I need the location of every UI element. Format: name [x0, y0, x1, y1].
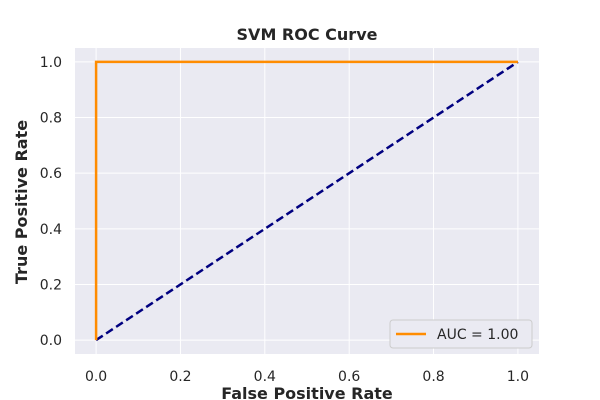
x-tick-label: 0.2 [169, 369, 191, 385]
x-tick-label: 0.6 [338, 369, 360, 385]
y-tick-label: 0.8 [40, 111, 62, 127]
chart-title: SVM ROC Curve [237, 25, 378, 44]
y-tick-label: 0.0 [40, 333, 62, 349]
legend-label: AUC = 1.00 [437, 327, 518, 343]
x-tick-label: 0.0 [85, 369, 107, 385]
y-axis-label: True Positive Rate [12, 120, 31, 284]
x-tick-label: 0.4 [254, 369, 276, 385]
legend-box [389, 319, 533, 349]
series-group [94, 60, 519, 342]
x-tick-label: 1.0 [507, 369, 529, 385]
x-axis-label: False Positive Rate [221, 384, 393, 400]
x-tick-labels: 0.0 0.2 0.4 0.6 0.8 1.0 [85, 369, 529, 385]
x-tick-label: 0.8 [422, 369, 444, 385]
grid-lines [75, 48, 539, 354]
y-tick-labels: 0.0 0.2 0.4 0.6 0.8 1.0 [40, 55, 62, 349]
y-tick-label: 0.4 [40, 222, 62, 238]
roc-curve-line [94, 60, 518, 341]
legend: AUC = 1.00 [389, 319, 533, 349]
chance-diagonal-line [95, 60, 519, 342]
y-tick-label: 0.2 [40, 277, 62, 293]
y-tick-label: 0.6 [40, 166, 62, 182]
y-tick-label: 1.0 [40, 55, 62, 71]
